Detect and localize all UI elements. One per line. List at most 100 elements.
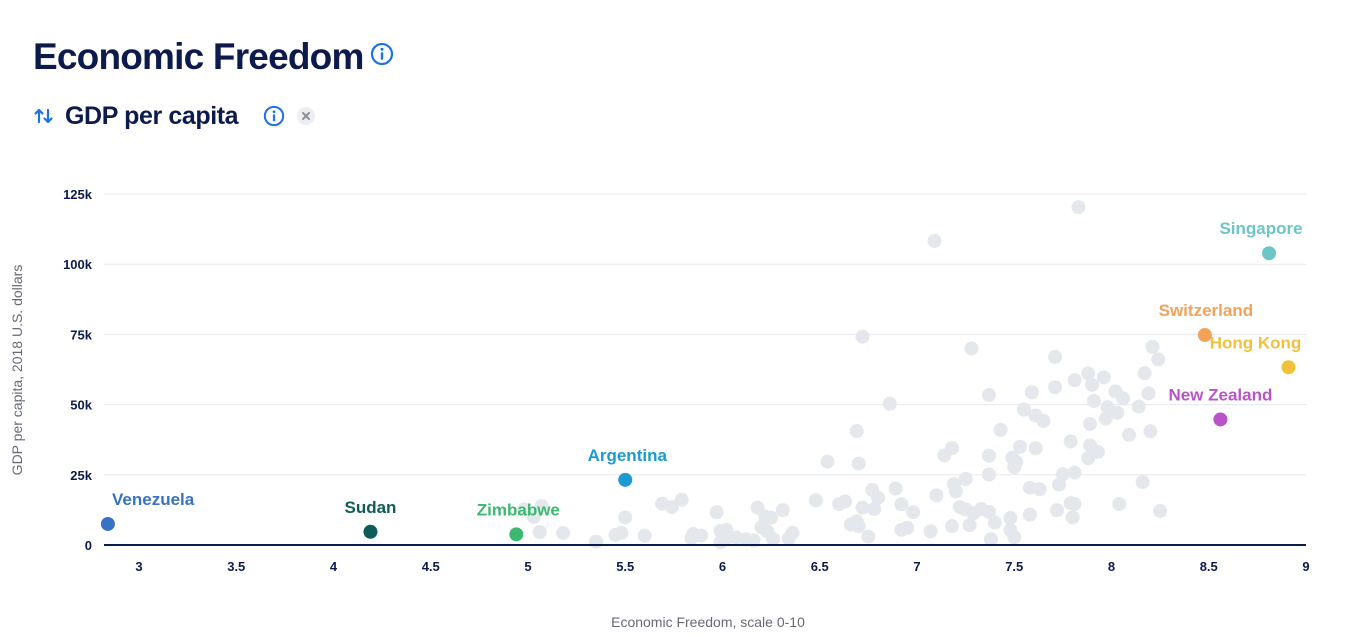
data-point-venezuela[interactable] — [100, 516, 115, 531]
data-point[interactable] — [958, 472, 973, 487]
data-point[interactable] — [906, 505, 921, 520]
data-point[interactable] — [766, 532, 781, 547]
data-point[interactable] — [849, 423, 864, 438]
data-point[interactable] — [1050, 503, 1065, 518]
data-point[interactable] — [808, 493, 823, 508]
data-point[interactable] — [1016, 402, 1031, 417]
data-point[interactable] — [1141, 386, 1156, 401]
data-point[interactable] — [1122, 427, 1137, 442]
data-point[interactable] — [674, 492, 689, 507]
data-point[interactable] — [1067, 465, 1082, 480]
data-point[interactable] — [983, 532, 998, 547]
data-point[interactable] — [1028, 441, 1043, 456]
data-point-sudan[interactable] — [363, 524, 378, 539]
data-point-switzerland[interactable] — [1197, 327, 1212, 342]
data-point[interactable] — [937, 448, 952, 463]
close-icon[interactable] — [296, 106, 316, 126]
data-point[interactable] — [1151, 352, 1166, 367]
data-point[interactable] — [861, 529, 876, 544]
data-point[interactable] — [1007, 530, 1022, 545]
data-point[interactable] — [855, 500, 870, 515]
data-point[interactable] — [1131, 399, 1146, 414]
data-point[interactable] — [1071, 200, 1086, 215]
data-point[interactable] — [1083, 416, 1098, 431]
data-point[interactable] — [993, 422, 1008, 437]
data-point[interactable] — [517, 502, 532, 517]
data-point[interactable] — [1081, 451, 1096, 466]
data-point[interactable] — [1048, 380, 1063, 395]
data-point-new-zealand[interactable] — [1213, 412, 1228, 427]
data-point[interactable] — [945, 519, 960, 534]
data-point[interactable] — [882, 396, 897, 411]
data-point[interactable] — [1063, 434, 1078, 449]
data-point[interactable] — [532, 525, 547, 540]
data-point[interactable] — [608, 527, 623, 542]
data-point[interactable] — [851, 456, 866, 471]
data-point[interactable] — [1024, 385, 1039, 400]
data-point[interactable] — [962, 518, 977, 533]
data-point[interactable] — [929, 488, 944, 503]
data-point[interactable] — [775, 503, 790, 518]
data-point[interactable] — [843, 517, 858, 532]
data-point[interactable] — [855, 329, 870, 344]
data-point[interactable] — [867, 502, 882, 517]
data-point[interactable] — [1116, 391, 1131, 406]
data-point[interactable] — [1067, 497, 1082, 512]
data-point[interactable] — [1143, 424, 1158, 439]
data-point[interactable] — [709, 505, 724, 520]
data-point[interactable] — [865, 482, 880, 497]
data-point[interactable] — [1022, 480, 1037, 495]
data-point[interactable] — [1065, 510, 1080, 525]
data-point[interactable] — [987, 515, 1002, 530]
data-point[interactable] — [1007, 460, 1022, 475]
data-point[interactable] — [927, 233, 942, 248]
data-point[interactable] — [900, 520, 915, 535]
data-point[interactable] — [781, 531, 796, 546]
data-point[interactable] — [1112, 497, 1127, 512]
data-point[interactable] — [981, 448, 996, 463]
info-icon[interactable] — [370, 42, 394, 66]
data-point[interactable] — [1086, 393, 1101, 408]
data-point[interactable] — [1081, 366, 1096, 381]
data-point[interactable] — [713, 535, 728, 550]
data-point[interactable] — [534, 498, 549, 513]
data-point[interactable] — [684, 530, 699, 545]
data-point[interactable] — [966, 506, 981, 521]
data-point[interactable] — [1085, 377, 1100, 392]
data-point[interactable] — [1022, 507, 1037, 522]
data-point[interactable] — [981, 467, 996, 482]
data-point[interactable] — [1153, 504, 1168, 519]
data-point-argentina[interactable] — [618, 472, 633, 487]
metric-label[interactable]: GDP per capita — [65, 102, 239, 130]
data-point[interactable] — [526, 509, 541, 524]
data-point[interactable] — [964, 341, 979, 356]
data-point[interactable] — [655, 496, 670, 511]
data-point[interactable] — [637, 528, 652, 543]
data-point[interactable] — [1003, 511, 1018, 526]
data-point[interactable] — [556, 525, 571, 540]
data-point[interactable] — [1013, 439, 1028, 454]
data-point[interactable] — [1145, 339, 1160, 354]
data-point[interactable] — [764, 510, 779, 525]
data-point[interactable] — [1098, 411, 1113, 426]
data-point[interactable] — [888, 481, 903, 496]
data-point[interactable] — [981, 388, 996, 403]
sort-arrows-icon[interactable] — [33, 105, 55, 127]
data-point[interactable] — [1067, 373, 1082, 388]
data-point[interactable] — [981, 504, 996, 519]
data-point[interactable] — [1096, 370, 1111, 385]
data-point-zimbabwe[interactable] — [509, 527, 524, 542]
data-point[interactable] — [1051, 477, 1066, 492]
data-point[interactable] — [1110, 405, 1125, 420]
data-point[interactable] — [832, 497, 847, 512]
data-point[interactable] — [1048, 349, 1063, 364]
data-point[interactable] — [1036, 413, 1051, 428]
data-point[interactable] — [1135, 475, 1150, 490]
data-point[interactable] — [820, 454, 835, 469]
data-point[interactable] — [894, 497, 909, 512]
info-icon[interactable] — [263, 105, 285, 127]
data-point[interactable] — [618, 510, 633, 525]
data-point[interactable] — [1137, 366, 1152, 381]
data-point-hong-kong[interactable] — [1281, 360, 1296, 375]
data-point[interactable] — [589, 534, 604, 549]
